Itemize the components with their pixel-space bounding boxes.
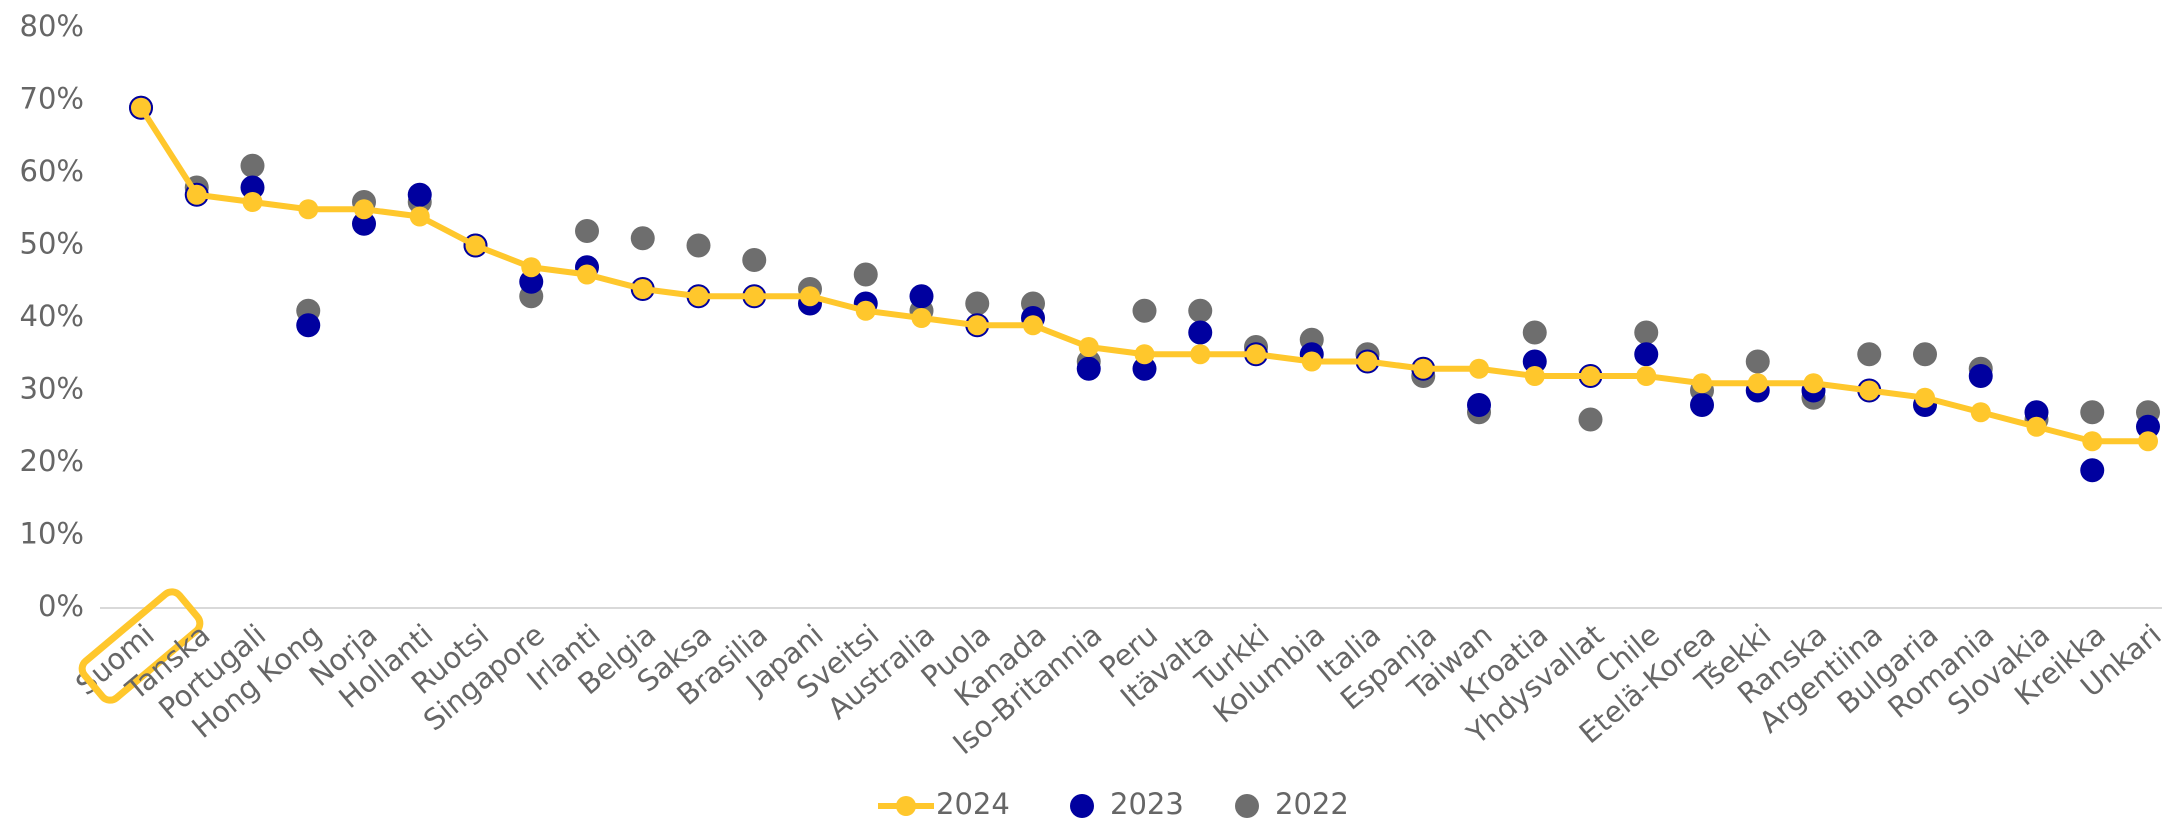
line-marker xyxy=(1970,402,1991,423)
y-tick-label: 40% xyxy=(20,299,84,333)
point xyxy=(575,219,599,243)
line-marker xyxy=(1190,344,1211,365)
line-marker xyxy=(1246,344,1266,365)
line-marker xyxy=(632,279,653,299)
line-marker xyxy=(967,315,988,336)
line-marker xyxy=(1134,344,1155,365)
legend-item: 2022 xyxy=(1235,787,1349,821)
legend-item: 2023 xyxy=(1070,787,1184,821)
highlight-box xyxy=(78,588,204,704)
line-marker xyxy=(800,286,820,307)
point xyxy=(1634,320,1659,345)
line-marker xyxy=(1747,373,1768,394)
line-marker xyxy=(131,97,151,118)
line-marker xyxy=(1469,358,1489,379)
y-tick-label: 0% xyxy=(38,589,84,623)
y-tick-label: 60% xyxy=(20,154,84,188)
line-marker xyxy=(1357,351,1378,372)
line-marker xyxy=(1301,351,1322,372)
point xyxy=(240,175,265,200)
line-marker xyxy=(1803,373,1824,394)
line-marker xyxy=(1692,373,1712,394)
line-marker xyxy=(2138,431,2158,452)
point xyxy=(965,291,990,316)
series-line xyxy=(138,106,2148,445)
legend-label: 2024 xyxy=(936,787,1010,821)
line-marker xyxy=(744,286,765,307)
point xyxy=(1132,298,1157,323)
line-marker xyxy=(186,184,207,205)
point xyxy=(352,211,376,236)
y-tick-label: 20% xyxy=(20,444,84,478)
point xyxy=(1188,298,1213,323)
point xyxy=(407,182,432,207)
line-marker xyxy=(855,300,876,321)
line-marker xyxy=(1023,315,1043,336)
point xyxy=(2024,400,2049,425)
point xyxy=(1857,342,1882,367)
point xyxy=(909,284,934,309)
line-marker xyxy=(2026,416,2047,437)
point xyxy=(1522,349,1547,374)
line-marker xyxy=(409,206,430,227)
point xyxy=(2080,458,2105,483)
point xyxy=(1522,320,1547,345)
y-tick-label: 30% xyxy=(20,372,84,406)
point xyxy=(519,269,544,294)
point xyxy=(1745,349,1770,374)
point xyxy=(1968,364,1993,388)
point xyxy=(296,313,321,338)
legend-label: 2023 xyxy=(1110,787,1184,821)
y-tick-label: 70% xyxy=(20,82,84,116)
legend-marker xyxy=(1235,794,1259,818)
point xyxy=(1076,356,1101,381)
line-marker xyxy=(1859,380,1880,401)
point xyxy=(1467,393,1491,417)
y-tick-label: 10% xyxy=(20,517,84,551)
point xyxy=(742,248,767,272)
line-marker xyxy=(2082,431,2103,452)
line-marker xyxy=(577,264,597,285)
line-marker xyxy=(298,199,319,220)
legend-item: 2024 xyxy=(878,787,1010,821)
line-marker xyxy=(521,257,542,278)
line-marker xyxy=(1915,387,1935,408)
point xyxy=(1132,356,1157,381)
point xyxy=(240,153,265,178)
line-marker xyxy=(688,286,709,307)
legend-label: 2022 xyxy=(1275,787,1349,821)
line-marker xyxy=(1413,358,1434,379)
line-marker xyxy=(911,308,932,328)
legend-marker xyxy=(1070,794,1094,818)
line-marker xyxy=(1580,366,1601,386)
line-marker xyxy=(465,235,486,256)
point xyxy=(2136,414,2160,439)
line-marker xyxy=(1636,366,1657,386)
point xyxy=(853,262,878,287)
point xyxy=(1188,320,1213,345)
point xyxy=(630,226,655,251)
point xyxy=(1634,342,1659,367)
point xyxy=(1913,342,1937,367)
legend-marker xyxy=(896,796,916,816)
line-marker xyxy=(354,199,374,220)
y-tick-label: 50% xyxy=(20,227,84,261)
line-marker xyxy=(242,192,263,212)
point xyxy=(1578,407,1603,432)
point xyxy=(1690,393,1714,417)
point xyxy=(686,233,711,258)
line-marker xyxy=(1078,337,1099,357)
y-tick-label: 80% xyxy=(20,9,84,43)
point xyxy=(2080,400,2105,425)
line-marker xyxy=(1524,366,1545,386)
